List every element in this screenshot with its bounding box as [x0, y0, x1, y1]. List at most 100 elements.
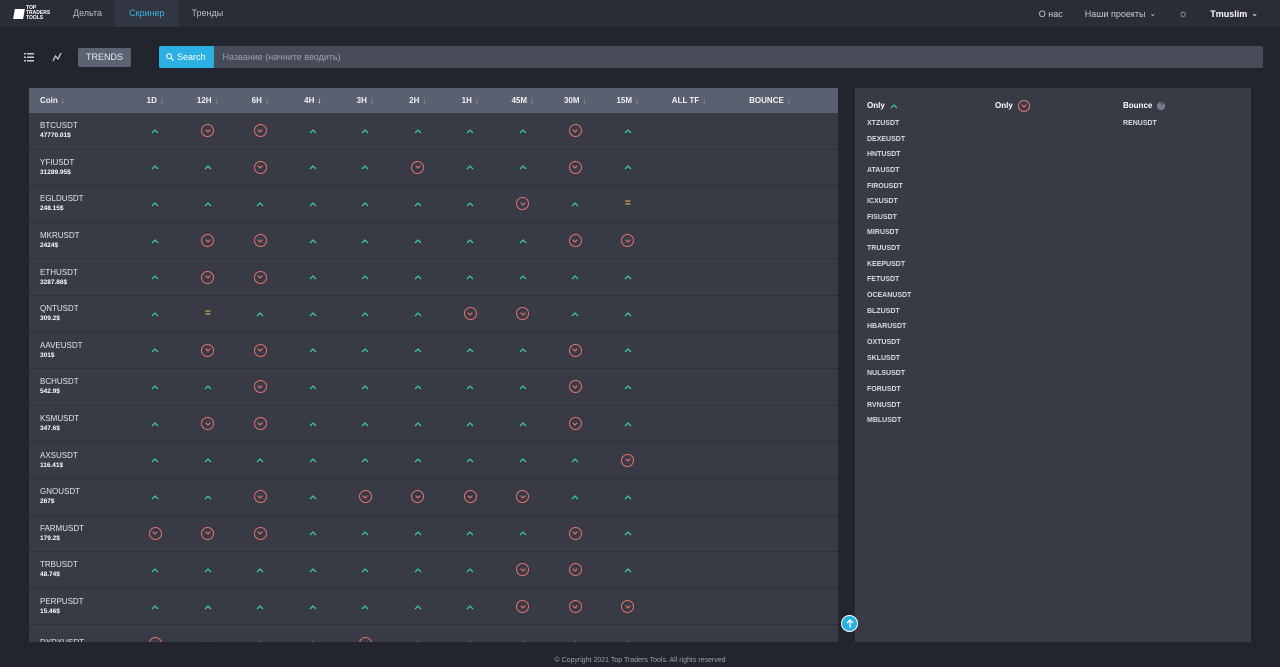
column-header-4[interactable]: 4H ↓: [287, 88, 340, 113]
signal-cell: [724, 552, 816, 588]
table-row[interactable]: PERPUSDT 15.46$: [29, 589, 838, 626]
table-row[interactable]: MKRUSDT 2424$: [29, 223, 838, 260]
column-header-12[interactable]: BOUNCE ↓: [724, 88, 816, 113]
user-menu[interactable]: Tmuslim ⌄: [1210, 8, 1258, 19]
trend-up-icon: [466, 275, 474, 280]
only-up-column: Only XTZUSDT DEXEUSDT HNTUSDT ATAUSDT FIROUS…: [867, 100, 995, 432]
scroll-to-top-button[interactable]: [841, 615, 858, 632]
column-header-10[interactable]: 15M ↓: [602, 88, 655, 113]
trend-down-icon: [253, 343, 267, 357]
table-row[interactable]: EGLDUSDT 248.15$ =: [29, 186, 838, 223]
list-item[interactable]: ATAUSDT: [867, 166, 900, 174]
trend-up-icon: [414, 385, 422, 390]
signal-cell: [654, 589, 724, 625]
trend-up-icon: [466, 385, 474, 390]
list-item[interactable]: FETUSDT: [867, 276, 900, 284]
table-row[interactable]: BCHUSDT 542.9$: [29, 369, 838, 406]
list-item[interactable]: FORUSDT: [867, 385, 901, 393]
search-button[interactable]: Search: [159, 46, 214, 68]
trend-down-icon: [568, 380, 582, 394]
list-item[interactable]: XTZUSDT: [867, 120, 900, 127]
table-row[interactable]: QNTUSDT 309.2$ =: [29, 296, 838, 333]
table-row[interactable]: FARMUSDT 179.2$: [29, 516, 838, 553]
table-row[interactable]: TRBUSDT 48.74$: [29, 552, 838, 589]
nav-item-1[interactable]: Скринер: [115, 0, 179, 27]
list-item[interactable]: BLZUSDT: [867, 307, 900, 315]
list-view-icon[interactable]: [18, 46, 40, 68]
signal-cell: [497, 552, 550, 588]
trend-up-icon: [151, 238, 159, 244]
only-down-header[interactable]: Only: [995, 99, 1123, 112]
table-row[interactable]: AAVEUSDT 301$: [29, 333, 838, 370]
trends-button[interactable]: TRENDS: [78, 47, 132, 67]
table-row[interactable]: AXSUSDT 116.41$: [29, 442, 838, 479]
list-item[interactable]: OCEANUSDT: [867, 292, 912, 300]
table-row[interactable]: ETHUSDT 3287.86$: [29, 259, 838, 296]
list-item[interactable]: TRUUSDT: [867, 245, 901, 253]
projects-dropdown[interactable]: Наши проекты ⌄: [1084, 8, 1157, 19]
table-row[interactable]: YFIUSDT 31289.95$: [29, 150, 838, 187]
trend-up-icon: [361, 604, 369, 609]
list-item[interactable]: NULSUSDT: [867, 370, 906, 378]
column-header-0[interactable]: Coin ↓: [29, 88, 129, 113]
trend-up-icon: [414, 275, 422, 280]
list-item[interactable]: FISUSDT: [867, 213, 897, 221]
list-item[interactable]: FIROUSDT: [867, 182, 903, 190]
column-header-1[interactable]: 1D ↓: [129, 88, 182, 113]
list-item[interactable]: OXTUSDT: [867, 338, 901, 346]
signal-cell: [182, 515, 235, 551]
signal-cell: [549, 113, 602, 149]
signal-cell: [444, 406, 497, 442]
signal-cell: [497, 406, 550, 442]
theme-toggle-icon[interactable]: ☼: [1178, 7, 1189, 20]
column-header-11[interactable]: ALL TF ↓: [654, 88, 724, 113]
table-row[interactable]: KSMUSDT 347.6$: [29, 406, 838, 443]
sort-arrow-icon: ↓: [474, 96, 479, 105]
signal-cell: [724, 259, 816, 295]
trend-up-icon: [206, 641, 209, 642]
column-header-5[interactable]: 3H ↓: [339, 88, 392, 113]
nav-item-0[interactable]: Дельта: [73, 8, 103, 18]
list-item[interactable]: HNTUSDT: [867, 151, 901, 159]
trend-down-icon: [411, 160, 425, 174]
signal-cell: [234, 259, 287, 295]
signal-cell: [654, 259, 724, 295]
table-row[interactable]: GNOUSDT 267$: [29, 479, 838, 516]
column-header-8[interactable]: 45M ↓: [497, 88, 550, 113]
signal-cell: [234, 113, 287, 149]
list-item[interactable]: ICXUSDT: [867, 198, 898, 206]
signal-cell: [724, 186, 816, 222]
nav-item-2[interactable]: Тренды: [191, 8, 224, 18]
list-item[interactable]: DEXEUSDT: [867, 135, 906, 143]
signal-cell: [129, 113, 182, 149]
search-input[interactable]: [213, 46, 1263, 68]
list-item[interactable]: MIRUSDT: [867, 229, 899, 237]
help-icon[interactable]: ?: [1157, 101, 1166, 110]
table-row[interactable]: DYDXUSDT: [29, 625, 838, 642]
column-label: 6H: [251, 96, 262, 105]
list-item[interactable]: KEEPUSDT: [867, 260, 906, 268]
list-item[interactable]: RVNUSDT: [867, 401, 901, 409]
bounce-header[interactable]: Bounce ?: [1123, 100, 1251, 111]
list-item[interactable]: RENUSDT: [1123, 120, 1157, 127]
chart-trend-icon[interactable]: [46, 46, 68, 68]
signal-cell: [497, 332, 550, 368]
brand-logo[interactable]: TOP TRADERS TOOLS: [13, 6, 60, 22]
list-item[interactable]: MBLUSDT: [867, 417, 902, 425]
about-link[interactable]: О нас: [1038, 8, 1063, 19]
trend-down-icon: [253, 380, 267, 394]
trend-up-icon: [469, 641, 472, 642]
signal-cell: [339, 113, 392, 149]
column-header-2[interactable]: 12H ↓: [182, 88, 235, 113]
column-header-6[interactable]: 2H ↓: [392, 88, 445, 113]
column-header-7[interactable]: 1H ↓: [444, 88, 497, 113]
list-item[interactable]: SKLUSDT: [867, 354, 901, 362]
list-item[interactable]: HBARUSDT: [867, 323, 907, 331]
signal-cell: [549, 406, 602, 442]
only-up-header[interactable]: Only: [867, 100, 995, 111]
column-header-9[interactable]: 30M ↓: [549, 88, 602, 113]
signal-cell: [339, 515, 392, 551]
signal-cell: [602, 625, 655, 642]
table-row[interactable]: BTCUSDT 47770.01$: [29, 113, 838, 150]
column-header-3[interactable]: 6H ↓: [234, 88, 287, 113]
